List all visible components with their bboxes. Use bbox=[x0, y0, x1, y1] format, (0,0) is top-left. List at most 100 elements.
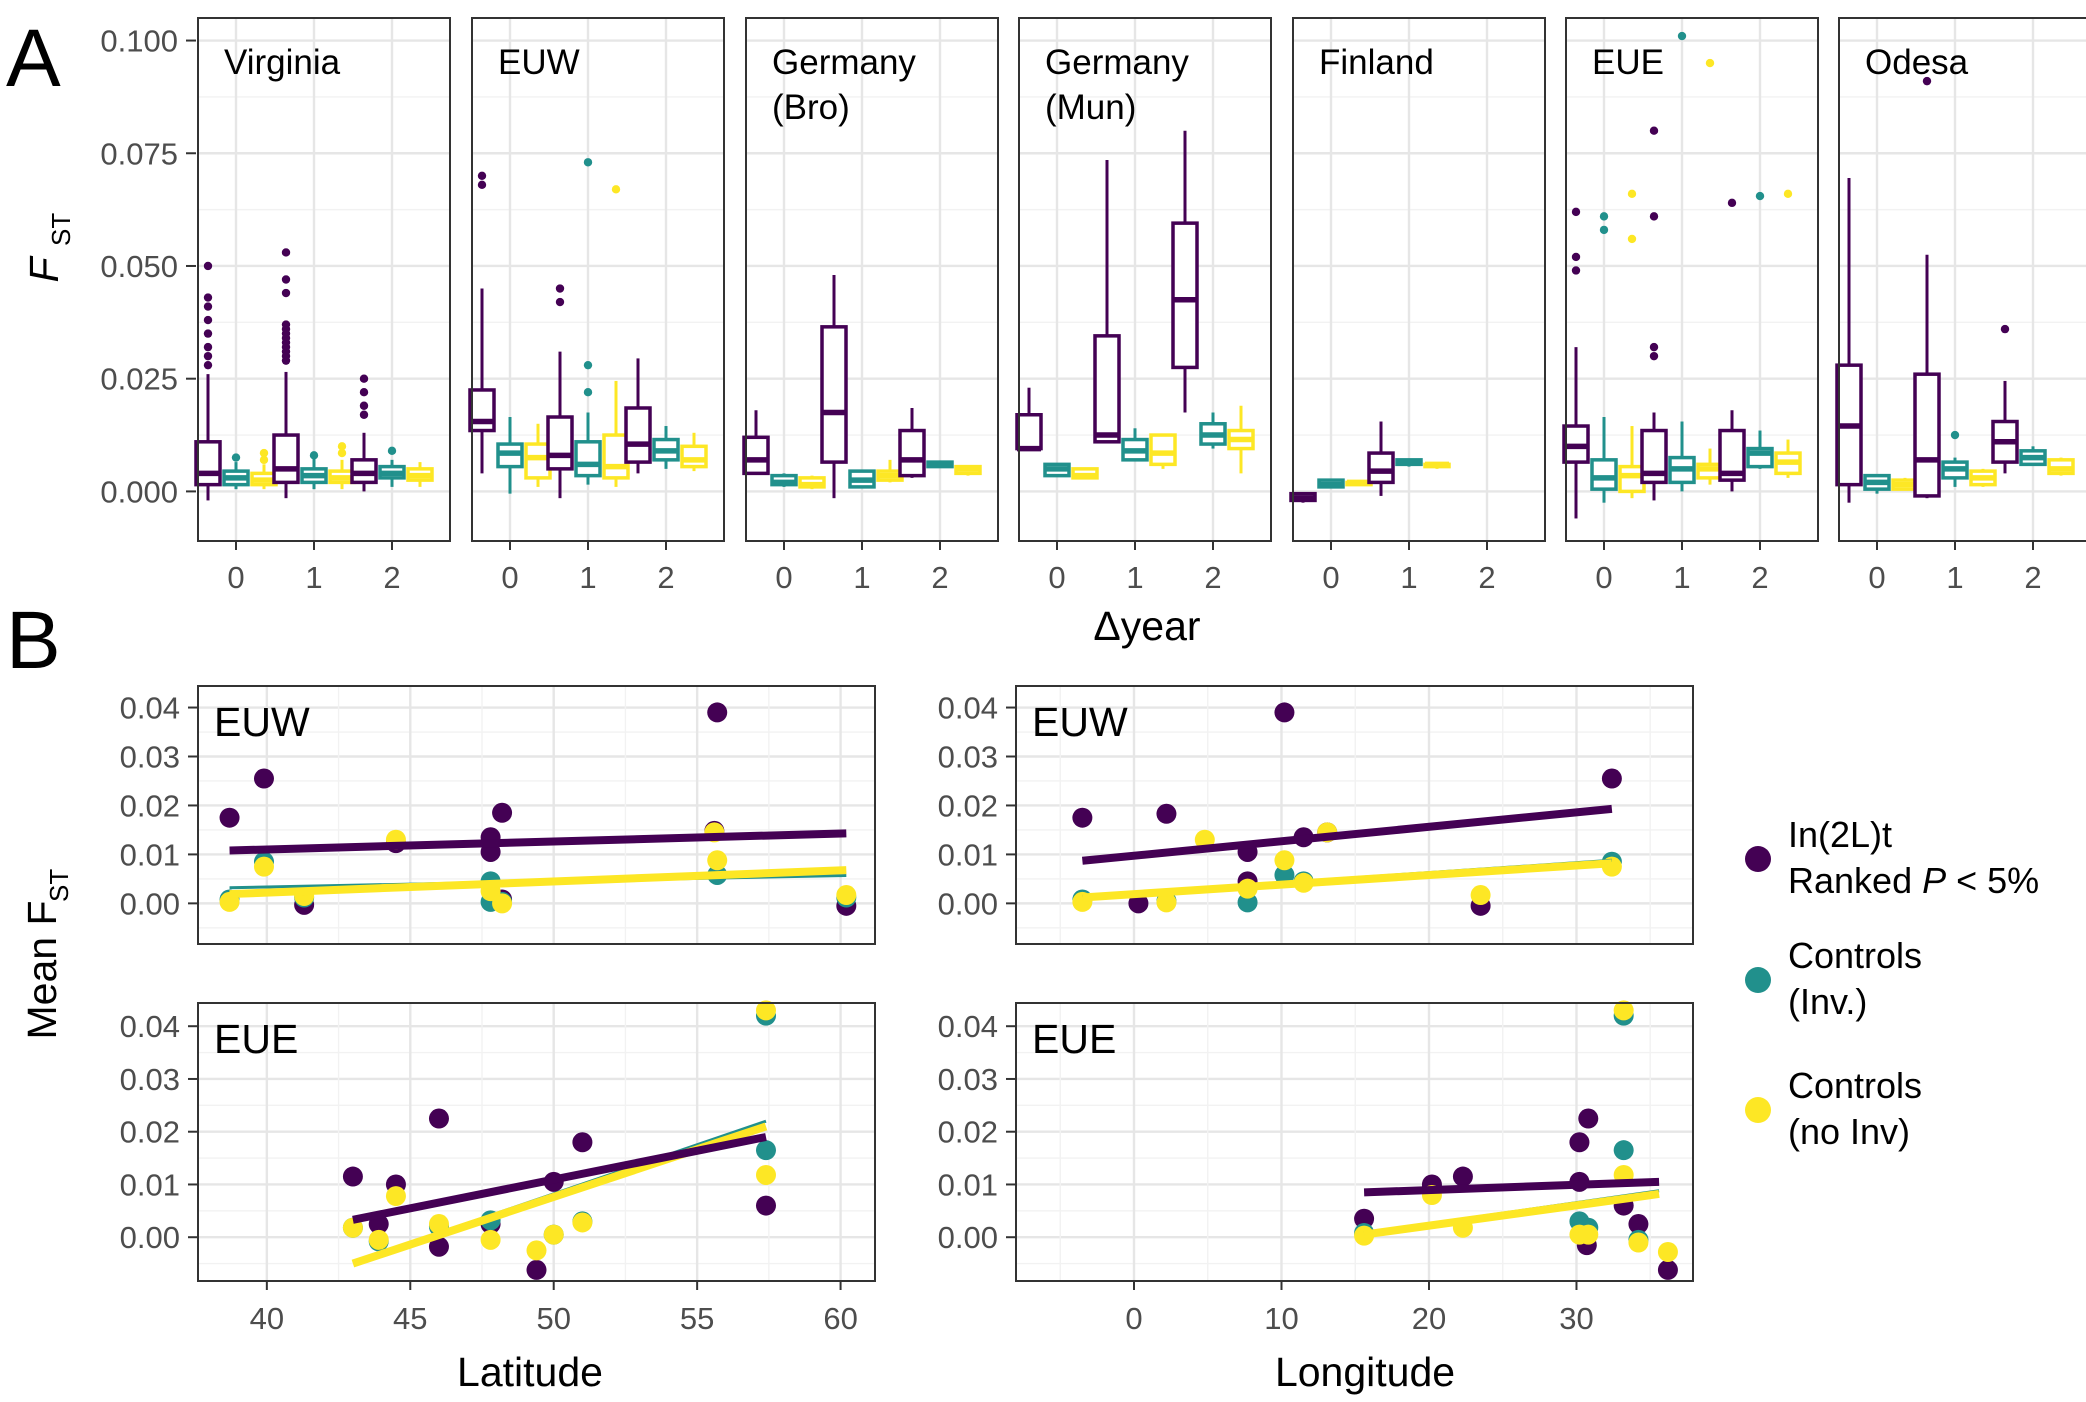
scatter-panel-euw-longitude: EUW 0.00 0.01 0.02 0.03 0.04 bbox=[938, 685, 1694, 945]
panel-a-x-tick-label: 0 bbox=[775, 560, 792, 595]
box-outlier bbox=[359, 410, 369, 419]
facet-germany-mun: Germany (Mun) 0 1 2 bbox=[1015, 17, 1272, 595]
point-inversion bbox=[755, 1195, 776, 1216]
point-controls-noinv bbox=[1613, 1000, 1634, 1021]
panel-a-x-tick-label: 2 bbox=[383, 560, 400, 595]
panel-b-y-tick-label: 0.04 bbox=[938, 1009, 998, 1044]
facet-label: EUW bbox=[498, 43, 580, 82]
fit-line-inversion bbox=[1363, 1177, 1660, 1197]
panel-b-y-tick-label: 0.02 bbox=[938, 788, 998, 823]
box-outlier bbox=[203, 315, 213, 325]
facet-label: (Bro) bbox=[772, 88, 850, 127]
box-outlier bbox=[477, 180, 487, 190]
box-controls-noinv bbox=[798, 475, 826, 490]
box-outlier bbox=[359, 388, 369, 397]
box-outlier bbox=[359, 374, 369, 383]
facet-frame bbox=[1292, 17, 1546, 542]
box-outlier bbox=[203, 360, 213, 370]
box-controls-inv bbox=[1863, 473, 1891, 494]
panel-a-x-tick-label: 2 bbox=[931, 560, 948, 595]
box-inversion bbox=[350, 374, 378, 492]
box-inversion bbox=[1913, 76, 1941, 499]
facet-finland: Finland 0 1 2 bbox=[1289, 17, 1546, 595]
point-inversion bbox=[219, 807, 240, 828]
panel-a-y-tick-label: 0.100 bbox=[100, 24, 178, 59]
point-inversion bbox=[428, 1236, 449, 1257]
box-iqr bbox=[468, 388, 496, 433]
point-controls-noinv bbox=[480, 1229, 501, 1250]
box-outlier bbox=[1649, 126, 1659, 135]
point-controls-noinv bbox=[428, 1214, 449, 1235]
box-controls-noinv bbox=[2047, 457, 2075, 476]
panel-a-x-tick-label: 1 bbox=[1946, 560, 1963, 595]
box-inversion bbox=[1015, 387, 1043, 452]
box-outlier bbox=[1950, 430, 1960, 440]
box-outlier bbox=[359, 401, 369, 410]
box-controls-inv bbox=[652, 426, 680, 469]
facet-frame bbox=[1838, 17, 2086, 542]
point-inversion bbox=[1072, 807, 1093, 828]
fit-line-inversion bbox=[229, 829, 847, 855]
box-outlier bbox=[611, 185, 621, 194]
point-inversion bbox=[1354, 1208, 1375, 1229]
point-controls-noinv bbox=[1628, 1232, 1649, 1253]
box-controls-noinv bbox=[1423, 461, 1451, 469]
point-inversion bbox=[342, 1166, 363, 1187]
box-outlier bbox=[1627, 234, 1637, 244]
box-inversion bbox=[624, 358, 652, 474]
box-outlier bbox=[259, 448, 269, 458]
panel-b-x-tick-label: 0 bbox=[1125, 1301, 1142, 1336]
panel-b-y-tick-label: 0.03 bbox=[938, 739, 998, 774]
box-iqr bbox=[1149, 433, 1177, 467]
point-inversion bbox=[1628, 1214, 1649, 1235]
box-iqr bbox=[194, 440, 222, 487]
box-outlier bbox=[555, 284, 565, 293]
box-controls-inv bbox=[1941, 430, 1969, 487]
panel-b-y-tick-label: 0.00 bbox=[938, 1220, 998, 1255]
panel-a-x-tick-label: 2 bbox=[1204, 560, 1221, 595]
box-outlier bbox=[1705, 58, 1715, 68]
legend-swatch-controls-noinv bbox=[1745, 1097, 1771, 1123]
facet-virginia: Virginia 0 1 2 bbox=[194, 17, 451, 595]
point-inversion bbox=[253, 768, 274, 789]
point-controls-inv bbox=[1237, 892, 1258, 913]
panel-b-y-tick-label: 0.00 bbox=[120, 886, 180, 921]
point-inversion bbox=[572, 1132, 593, 1153]
box-outlier bbox=[1649, 351, 1659, 361]
box-inversion bbox=[468, 171, 496, 474]
box-controls-inv bbox=[848, 469, 876, 489]
panel-a-x-tick-label: 2 bbox=[1751, 560, 1768, 595]
point-controls-inv bbox=[755, 1140, 776, 1161]
box-controls-inv bbox=[1317, 478, 1345, 489]
panel-a-x-tick-label: 1 bbox=[579, 560, 596, 595]
panel-b-x-tick-label: 30 bbox=[1559, 1301, 1593, 1336]
point-controls-noinv bbox=[253, 856, 274, 877]
box-outlier bbox=[1649, 342, 1659, 352]
panel-b-xlabel-latitude: Latitude bbox=[457, 1349, 603, 1395]
panel-a-x-tick-label: 0 bbox=[1595, 560, 1612, 595]
panel-a-y-tick-label: 0.025 bbox=[100, 362, 178, 397]
box-controls-inv bbox=[2019, 446, 2047, 467]
legend-label-controls-inv-line2: (Inv.) bbox=[1788, 981, 1867, 1022]
facet-label: Virginia bbox=[224, 43, 341, 82]
box-inversion bbox=[1835, 178, 1863, 503]
point-inversion bbox=[1578, 1108, 1599, 1129]
panel-b-y-tick-label: 0.04 bbox=[120, 1009, 180, 1044]
box-controls-inv bbox=[222, 453, 250, 490]
box-iqr bbox=[272, 433, 300, 485]
box-outlier bbox=[1783, 189, 1793, 199]
box-outlier bbox=[1922, 76, 1932, 86]
facet-frame bbox=[471, 17, 725, 542]
point-controls-noinv bbox=[572, 1212, 593, 1233]
panel-b-x-tick-label: 60 bbox=[823, 1301, 857, 1336]
box-controls-noinv bbox=[1696, 58, 1724, 485]
box-outlier bbox=[203, 302, 213, 311]
facet-germany-bro: Germany (Bro) 0 1 2 bbox=[742, 17, 999, 595]
panel-b-y-tick-label: 0.03 bbox=[120, 739, 180, 774]
box-inversion bbox=[820, 274, 848, 499]
box-outlier bbox=[1755, 191, 1765, 201]
box-outlier bbox=[387, 446, 397, 456]
panel-a-x-tick-label: 1 bbox=[1400, 560, 1417, 595]
box-outlier bbox=[1649, 212, 1659, 221]
panel-a-ylabel-sub: ST bbox=[46, 213, 76, 246]
